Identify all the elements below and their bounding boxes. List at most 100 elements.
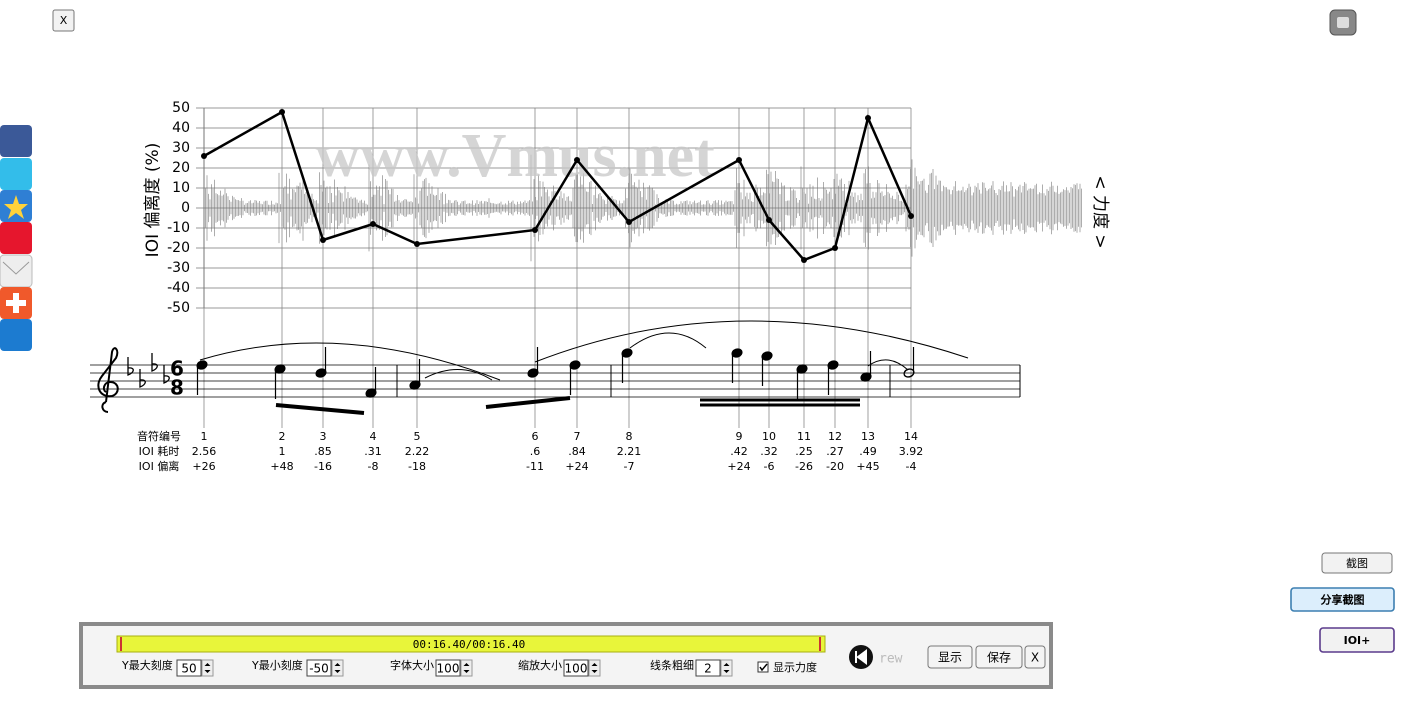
beam xyxy=(485,396,571,409)
ioi-duration: .27 xyxy=(826,445,844,458)
note-number: 5 xyxy=(414,430,421,443)
ioi-duration: 2.21 xyxy=(617,445,642,458)
icon-glyph xyxy=(1337,17,1349,28)
help-icon[interactable] xyxy=(0,319,32,351)
point xyxy=(279,109,285,115)
point xyxy=(766,217,772,223)
slur xyxy=(867,359,909,371)
spinner[interactable] xyxy=(720,659,733,677)
panel-button-label[interactable]: 保存 xyxy=(987,651,1011,665)
time-signature-bottom: 8 xyxy=(170,376,184,400)
ioi-duration: 1 xyxy=(279,445,286,458)
slur xyxy=(629,332,707,349)
share-sidebar xyxy=(0,125,33,351)
ioi-deviation: -18 xyxy=(408,460,426,473)
field-value[interactable]: 50 xyxy=(181,662,196,676)
field-input[interactable] xyxy=(563,659,589,677)
row-label: IOI 偏离 xyxy=(139,459,180,473)
ioi-chart: -50 -40 -30 -20 -10 0 10 20 30 40 50 www.Vmus.net IO… xyxy=(143,100,1110,428)
ioi-duration: .42 xyxy=(730,445,748,458)
y-tick-label: -20 xyxy=(167,240,190,256)
field-label: 线条粗细 xyxy=(650,658,694,672)
weibo-icon[interactable] xyxy=(0,222,32,254)
side-button-label[interactable]: 分享截图 xyxy=(1321,593,1365,607)
row-label: 音符编号 xyxy=(137,429,181,443)
close-button-box[interactable] xyxy=(52,9,75,32)
field-label: 字体大小 xyxy=(390,658,434,672)
point xyxy=(736,157,742,163)
spinner[interactable] xyxy=(201,659,214,677)
note-number: 14 xyxy=(904,430,918,443)
ioi-deviation: -8 xyxy=(368,460,379,473)
point xyxy=(320,237,326,243)
ioi-deviation: -20 xyxy=(826,460,844,473)
ioi-deviation: +24 xyxy=(565,460,588,473)
mail-icon[interactable] xyxy=(0,254,33,288)
spinner[interactable] xyxy=(588,659,601,677)
top-right-icon[interactable] xyxy=(1329,9,1357,36)
y-tick-label: 10 xyxy=(172,180,190,196)
progress-bar[interactable] xyxy=(116,635,826,653)
checkbox[interactable] xyxy=(757,661,769,673)
point xyxy=(414,241,420,247)
close-button[interactable]: X xyxy=(52,9,75,32)
note-number: 8 xyxy=(626,430,633,443)
spinner[interactable] xyxy=(460,659,473,677)
side-button[interactable] xyxy=(1319,627,1395,653)
control-panel: 00:16.40/00:16.40 rew Y最大刻度 50 Y最小刻度 -50 字体大… xyxy=(79,622,1053,689)
facebook-icon[interactable] xyxy=(0,125,32,157)
spinner-arrows xyxy=(723,663,730,673)
slur xyxy=(424,369,493,381)
point xyxy=(370,221,376,227)
panel-button[interactable] xyxy=(975,645,1023,669)
side-button-label[interactable]: 截图 xyxy=(1346,556,1368,570)
note-number: 1 xyxy=(201,430,208,443)
field-input[interactable] xyxy=(176,659,202,677)
ioi-deviation: -7 xyxy=(624,460,635,473)
spinner-arrows xyxy=(463,663,470,673)
ioi-deviation: +48 xyxy=(270,460,293,473)
close-label[interactable]: X xyxy=(60,14,68,27)
panel-frame xyxy=(79,622,1053,689)
field-value[interactable]: -50 xyxy=(309,662,329,676)
spinner[interactable] xyxy=(331,659,344,677)
treble-clef xyxy=(97,347,119,413)
field-input[interactable] xyxy=(435,659,461,677)
y-tick-label: -10 xyxy=(167,220,190,236)
field-input[interactable] xyxy=(695,659,721,677)
y-tick-label: 40 xyxy=(172,120,190,136)
star-glyph xyxy=(4,195,28,219)
mail-glyph xyxy=(2,261,30,275)
spinner-arrows xyxy=(334,663,341,673)
ioi-deviation: +26 xyxy=(192,460,215,473)
side-button[interactable] xyxy=(1290,587,1395,612)
y-tick-label: -40 xyxy=(167,280,190,296)
time-signature-top: 6 xyxy=(170,357,184,381)
field-label: 缩放大小 xyxy=(518,658,562,672)
ioi-duration: .31 xyxy=(364,445,382,458)
ioi-deviation: -11 xyxy=(526,460,544,473)
note-number: 11 xyxy=(797,430,811,443)
side-button-label[interactable]: IOI+ xyxy=(1344,634,1371,647)
field-value[interactable]: 2 xyxy=(704,662,712,676)
note-number: 7 xyxy=(574,430,581,443)
row-label: IOI 耗时 xyxy=(139,445,180,458)
ioi-duration: 2.22 xyxy=(405,445,430,458)
point xyxy=(865,115,871,121)
panel-button[interactable] xyxy=(1024,645,1046,669)
note-number: 6 xyxy=(532,430,539,443)
field-value[interactable]: 100 xyxy=(565,662,588,676)
panel-button[interactable] xyxy=(927,645,973,669)
y-tick-label: -30 xyxy=(167,260,190,276)
twitter-icon[interactable] xyxy=(0,158,32,190)
note-number: 3 xyxy=(320,430,327,443)
panel-button-label[interactable]: X xyxy=(1031,651,1039,665)
panel-button-label[interactable]: 显示 xyxy=(938,651,962,665)
field-value[interactable]: 100 xyxy=(437,662,460,676)
field-input[interactable] xyxy=(306,659,332,677)
rewind-glyph xyxy=(855,649,867,665)
rewind-label: rew xyxy=(879,652,903,667)
side-button[interactable] xyxy=(1321,552,1393,574)
